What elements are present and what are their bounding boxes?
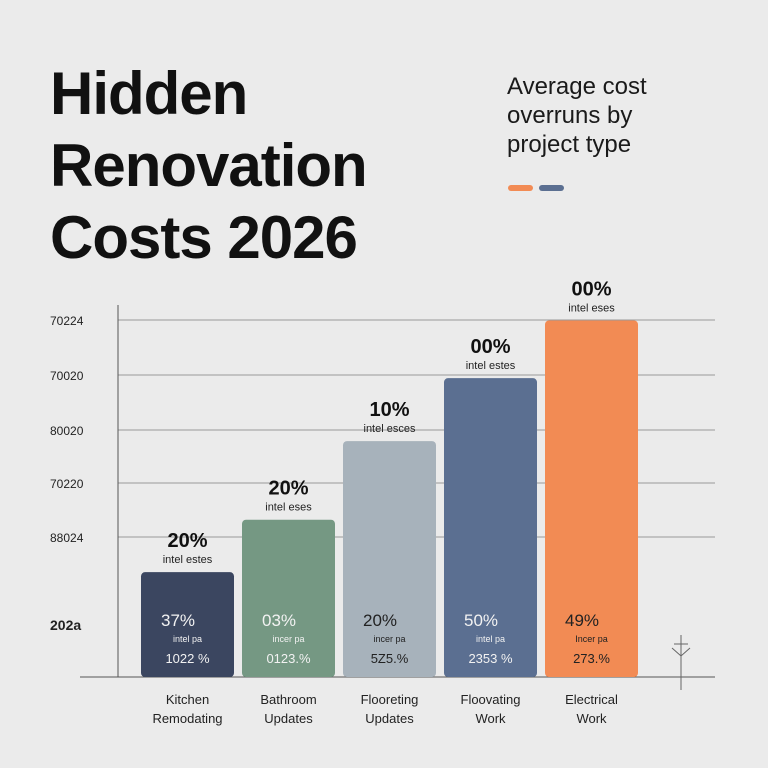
x-category-label: Remodating xyxy=(152,711,222,726)
bar-inner-note-label: incer pa xyxy=(373,634,405,644)
bar-inner-amount-label: 2353 % xyxy=(468,651,513,666)
bar-inner-note-label: Incer pa xyxy=(575,634,608,644)
bar-inner-percent-label: 37% xyxy=(161,611,195,630)
bar-top-note-label: intel estes xyxy=(466,360,516,372)
bar-top-note-label: intel eses xyxy=(568,302,615,314)
x-category-label: Updates xyxy=(365,711,414,726)
legend-swatch-orange xyxy=(508,185,533,191)
y-tick-label: 88024 xyxy=(50,531,84,545)
bar xyxy=(242,519,335,677)
x-category-label: Bathroom xyxy=(260,692,316,707)
bar xyxy=(343,441,436,677)
x-category-label: Floovating xyxy=(461,692,521,707)
bar-top-note-label: intel esces xyxy=(364,423,416,435)
y-tick-label: 70220 xyxy=(50,477,84,491)
bar-inner-amount-label: 1022 % xyxy=(165,651,210,666)
bar-inner-percent-label: 49% xyxy=(565,611,599,630)
bar-top-value-label: 20% xyxy=(167,530,207,552)
subtitle-line-3: project type xyxy=(507,131,632,158)
bar-top-value-label: 00% xyxy=(470,336,510,358)
bar-inner-amount-label: 273.% xyxy=(573,651,610,666)
bar xyxy=(444,378,537,677)
bar-top-value-label: 00% xyxy=(571,278,611,300)
bar-top-note-label: intel estes xyxy=(163,554,213,566)
bar-top-value-label: 10% xyxy=(369,399,409,421)
title-line-2: Renovation xyxy=(50,132,368,199)
y-tick-label: 70020 xyxy=(50,369,84,383)
subtitle-line-1: Average cost xyxy=(507,73,647,100)
subtitle-line-2: overruns by xyxy=(507,102,633,129)
bar-inner-note-label: incer pa xyxy=(272,634,304,644)
bar-inner-note-label: intel pa xyxy=(173,634,202,644)
x-category-label: Work xyxy=(576,711,607,726)
bar-top-value-label: 20% xyxy=(268,478,308,500)
bar-inner-percent-label: 20% xyxy=(363,611,397,630)
bar xyxy=(545,320,638,677)
legend-swatch-blue xyxy=(539,185,564,191)
chart-subtitle: Average cost overruns by project type xyxy=(507,72,727,159)
bar-inner-percent-label: 50% xyxy=(464,611,498,630)
title-line-3: Costs 2026 xyxy=(50,204,358,271)
x-category-label: Updates xyxy=(264,711,313,726)
bar-top-note-label: intel eses xyxy=(265,502,312,514)
title-line-1: Hidden xyxy=(50,60,248,127)
decorative-marker-glyph xyxy=(671,643,691,657)
x-category-label: Electrical xyxy=(565,692,618,707)
bar-inner-amount-label: 5Z5.% xyxy=(371,651,409,666)
bar-inner-amount-label: 0123.% xyxy=(266,651,311,666)
y-tick-label: 70224 xyxy=(50,314,84,328)
bar xyxy=(141,572,234,677)
bar-inner-note-label: intel pa xyxy=(476,634,505,644)
x-category-label: Flooreting xyxy=(361,692,419,707)
y-tick-label: 202a xyxy=(50,617,81,633)
y-tick-label: 80020 xyxy=(50,424,84,438)
chart-title: Hidden Renovation Costs 2026 xyxy=(50,58,490,274)
bar-inner-percent-label: 03% xyxy=(262,611,296,630)
x-category-label: Kitchen xyxy=(166,692,209,707)
x-category-label: Work xyxy=(475,711,506,726)
